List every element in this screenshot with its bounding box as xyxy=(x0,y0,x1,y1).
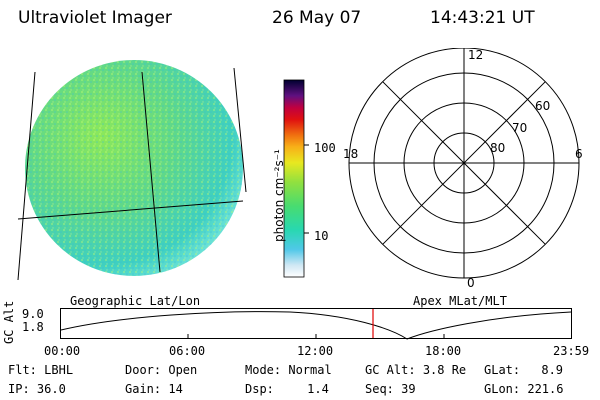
geographic-image-panel xyxy=(17,60,247,281)
mlat-label-60: 60 xyxy=(535,99,550,113)
intensity-colorbar xyxy=(283,79,309,278)
observation-date: 26 May 07 xyxy=(272,8,362,28)
param-seq: Seq: 39 xyxy=(365,382,416,396)
time-tick-2359: 23:59 xyxy=(553,344,590,358)
mlat-label-70: 70 xyxy=(512,121,527,135)
mlt-label-0: 0 xyxy=(467,276,475,288)
altitude-tick-high: 9.0 xyxy=(22,307,44,321)
param-glat: GLat: 8.9 xyxy=(484,363,564,377)
altitude-curve xyxy=(60,311,572,340)
param-glon: GLon: 221.6 xyxy=(484,382,564,396)
mlt-label-18: 18 xyxy=(343,147,358,161)
observation-time: 14:43:21 UT xyxy=(430,8,535,28)
mlat-label-80: 80 xyxy=(490,141,505,155)
instrument-title: Ultraviolet Imager xyxy=(18,8,172,28)
param-gain: Gain: 14 xyxy=(125,382,183,396)
colorbar-unit-label: photon cm⁻²s⁻¹ xyxy=(272,149,286,242)
meridian-line-center xyxy=(141,71,161,273)
time-tick-1800: 18:00 xyxy=(425,344,462,358)
mlt-label-12: 12 xyxy=(468,48,483,62)
mlt-label-6: 6 xyxy=(575,147,583,161)
colorbar-tick-10: 10 xyxy=(314,229,329,243)
altitude-plot xyxy=(60,308,572,340)
param-dsp: Dsp: 1.4 xyxy=(245,382,329,396)
apex-caption: Apex MLat/MLT xyxy=(413,294,507,308)
altitude-tick-low: 1.8 xyxy=(22,320,44,334)
param-filter: Flt: LBHL xyxy=(8,363,74,377)
time-tick-0000: 00:00 xyxy=(44,344,81,358)
colorbar-tick-100: 100 xyxy=(314,141,336,155)
polar-mlat-mlt-grid: 12 18 6 0 60 70 80 xyxy=(343,48,583,288)
param-door: Door: Open xyxy=(125,363,198,377)
geographic-caption: Geographic Lat/Lon xyxy=(70,294,201,308)
latitude-line xyxy=(17,200,244,220)
param-ip: IP: 36.0 xyxy=(8,382,66,396)
param-mode: Mode: Normal xyxy=(245,363,332,377)
time-tick-0600: 06:00 xyxy=(169,344,206,358)
altitude-axis-label: GC Alt xyxy=(2,300,16,344)
time-tick-1200: 12:00 xyxy=(297,344,334,358)
param-gc-alt: GC Alt: 3.8 Re xyxy=(365,363,467,377)
meridian-line-left xyxy=(17,71,36,281)
meridian-line-right xyxy=(233,67,247,193)
